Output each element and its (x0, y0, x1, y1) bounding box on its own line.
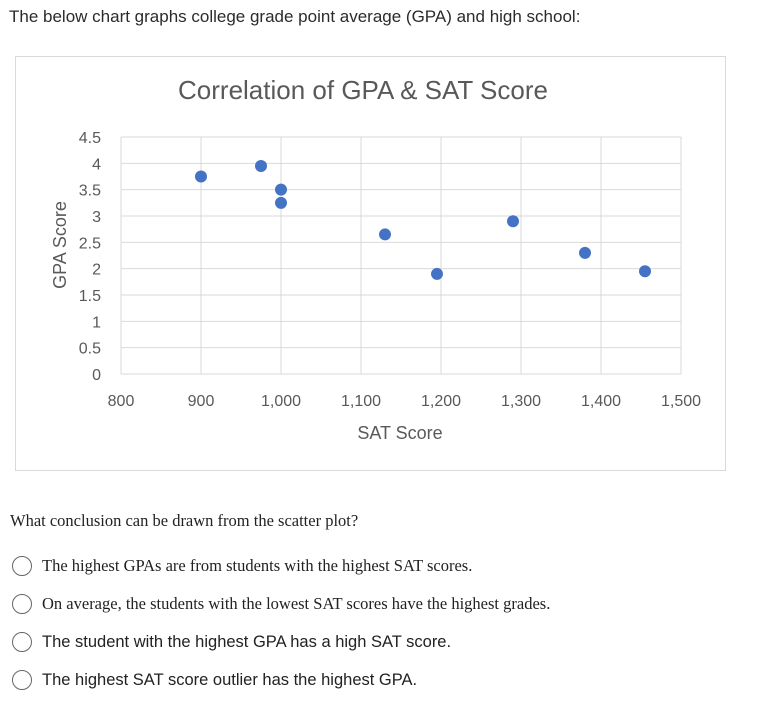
x-tick-label: 1,000 (261, 393, 301, 410)
radio-button-1[interactable] (12, 556, 32, 576)
option-3-label: The student with the highest GPA has a h… (42, 632, 452, 651)
x-tick-label: 1,100 (341, 393, 381, 410)
scatter-point (431, 267, 443, 280)
scatter-point (379, 228, 391, 241)
scatter-chart: Correlation of GPA & SAT Score 0 0.5 1 1.5 2… (15, 56, 726, 471)
y-tick-label: 1 (92, 314, 101, 331)
option-4-label: The highest SAT score outlier has the hi… (42, 670, 418, 689)
x-tick-label: 1,200 (421, 393, 461, 410)
radio-button-4[interactable] (12, 670, 32, 690)
y-axis-ticks: 0 0.5 1 1.5 2 2.5 3 3.5 4 4.5 (79, 130, 101, 384)
scatter-point (507, 215, 519, 228)
x-tick-label: 1,500 (661, 393, 701, 410)
y-tick-label: 3.5 (79, 183, 101, 200)
scatter-point (639, 265, 651, 278)
radio-button-2[interactable] (12, 594, 32, 614)
x-tick-label: 900 (188, 393, 215, 410)
y-tick-label: 1.5 (79, 288, 101, 305)
option-1[interactable]: The highest GPAs are from students with … (12, 556, 472, 576)
option-2[interactable]: On average, the students with the lowest… (12, 594, 550, 614)
option-4[interactable]: The highest SAT score outlier has the hi… (12, 670, 417, 690)
x-tick-label: 1,300 (501, 393, 541, 410)
y-tick-label: 4 (92, 156, 101, 173)
x-tick-label: 1,400 (581, 393, 621, 410)
scatter-point (195, 170, 207, 183)
scatter-point (255, 159, 267, 172)
x-axis-ticks: 800 900 1,000 1,100 1,200 1,300 1,400 1,500 (108, 393, 701, 410)
option-3[interactable]: The student with the highest GPA has a h… (12, 632, 451, 652)
option-1-label: The highest GPAs are from students with … (42, 556, 473, 575)
chart-svg: Correlation of GPA & SAT Score 0 0.5 1 1.5 2… (50, 75, 701, 443)
y-tick-label: 2 (92, 262, 101, 279)
question-text: What conclusion can be drawn from the sc… (10, 511, 359, 530)
y-tick-label: 4.5 (79, 130, 101, 147)
y-tick-label: 0.5 (79, 341, 101, 358)
option-2-label: On average, the students with the lowest… (42, 594, 551, 613)
intro-text: The below chart graphs college grade poi… (9, 7, 581, 26)
scatter-point (275, 183, 287, 196)
x-axis-label: SAT Score (357, 423, 442, 443)
y-tick-label: 3 (92, 209, 101, 226)
x-tick-label: 800 (108, 393, 135, 410)
y-tick-label: 2.5 (79, 235, 101, 252)
y-tick-label: 0 (92, 367, 101, 384)
scatter-point (579, 246, 591, 259)
scatter-point (275, 196, 287, 209)
y-axis-label: GPA Score (50, 201, 70, 289)
data-points (195, 159, 651, 280)
chart-title: Correlation of GPA & SAT Score (178, 75, 548, 105)
radio-button-3[interactable] (12, 632, 32, 652)
